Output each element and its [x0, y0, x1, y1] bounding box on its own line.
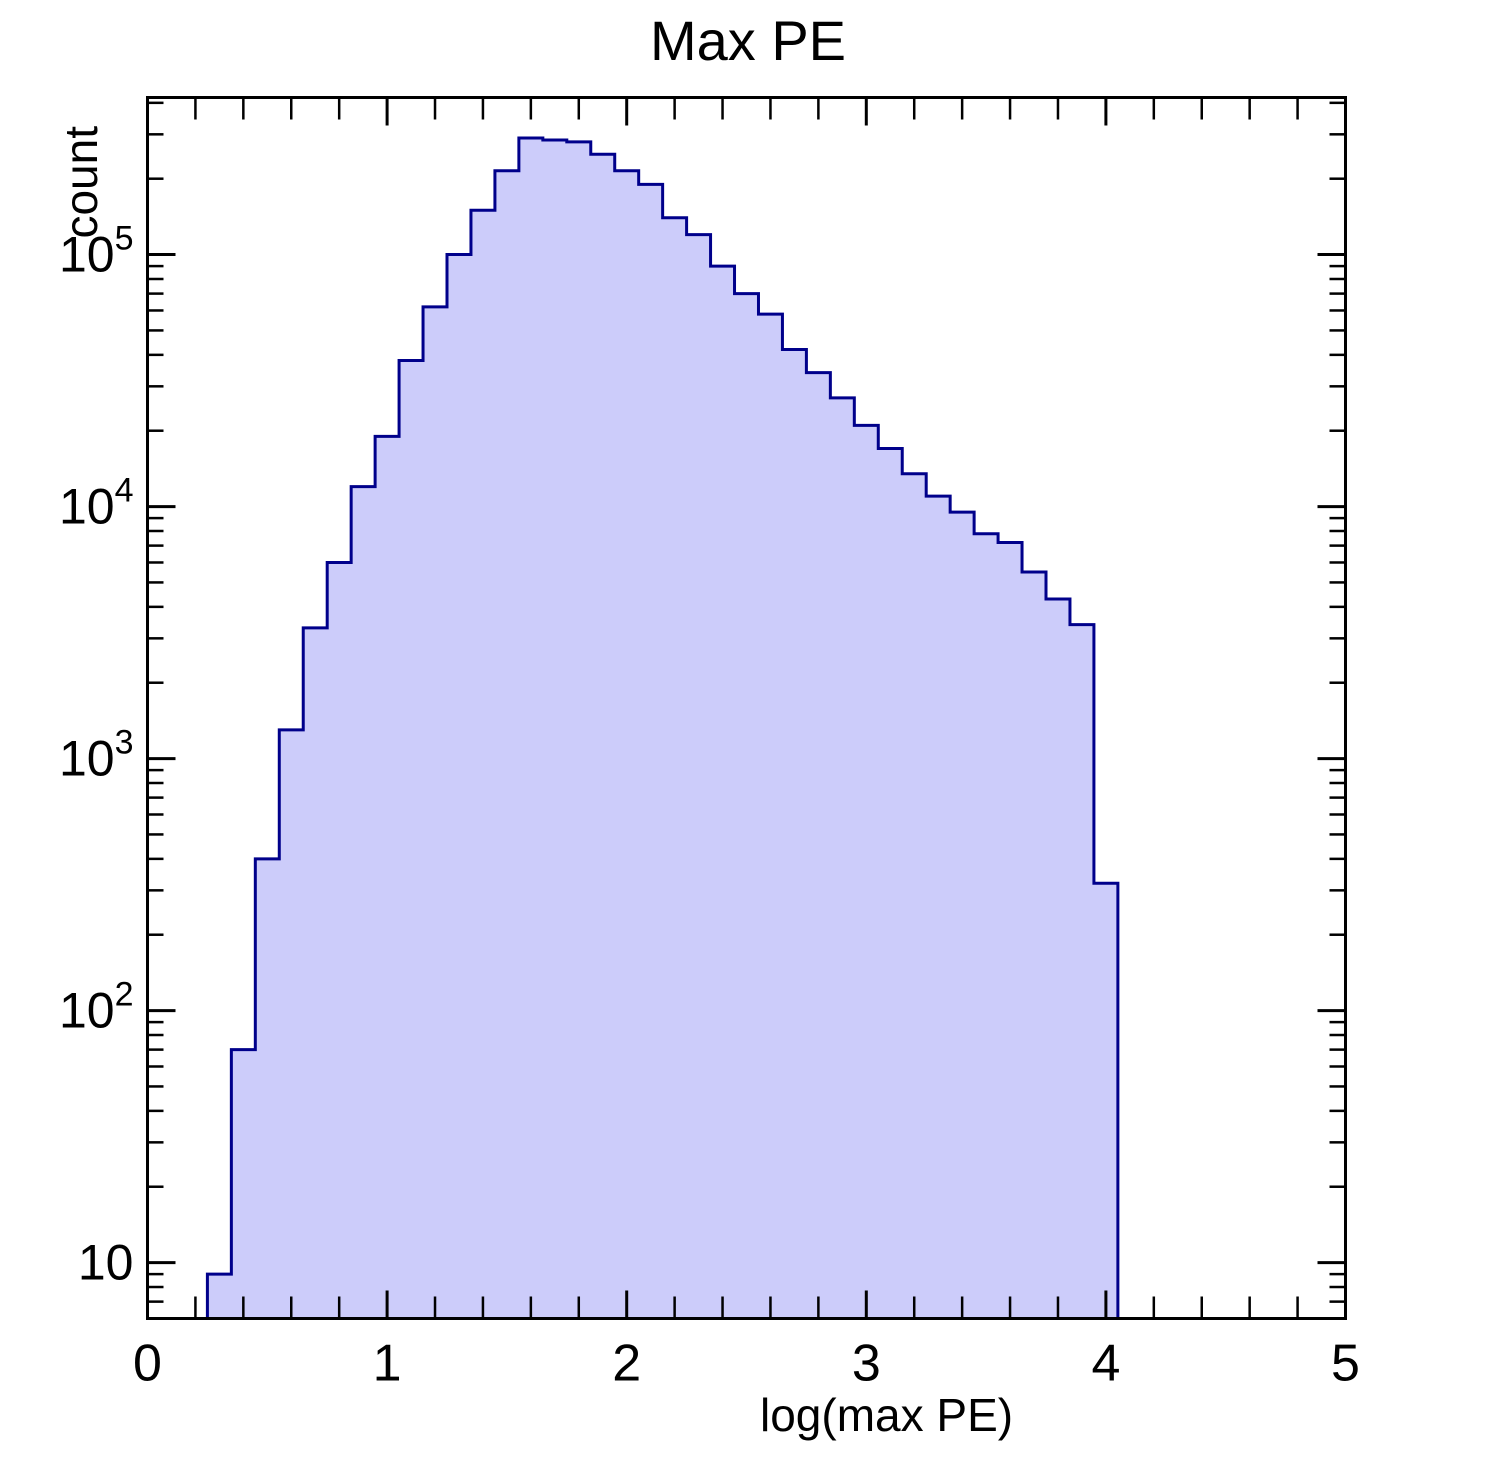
- y-tick-labels: 10 102 103 104 105: [59, 220, 134, 1291]
- x-tick-label: 2: [612, 1335, 641, 1393]
- axes: [146, 96, 1347, 1320]
- x-axis-label: log(max PE): [760, 1389, 1014, 1441]
- x-tick-label: 5: [1331, 1335, 1360, 1393]
- y-tick-label: 102: [59, 976, 134, 1039]
- y-tick-label: 104: [59, 472, 134, 535]
- x-tick-labels: 0 1 2 3 4 5: [133, 1335, 1360, 1393]
- x-tick-label: 4: [1091, 1335, 1120, 1393]
- y-tick-label: 103: [59, 724, 134, 787]
- y-tick-label: 10: [78, 1235, 134, 1291]
- page-title: Max PE: [649, 9, 847, 72]
- x-tick-label: 3: [852, 1335, 881, 1393]
- x-tick-label: 0: [133, 1335, 162, 1393]
- histogram-area: [205, 136, 1120, 1320]
- x-tick-label: 1: [373, 1335, 402, 1393]
- y-tick-label: 105: [59, 220, 134, 283]
- histogram-series: [205, 136, 1120, 1320]
